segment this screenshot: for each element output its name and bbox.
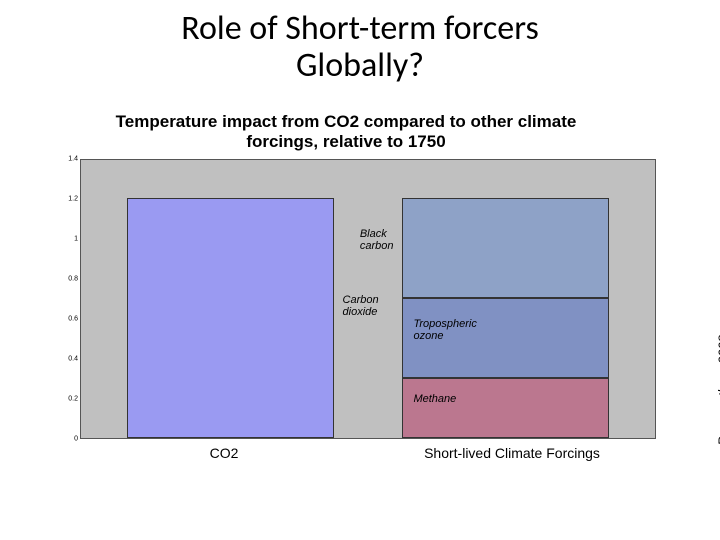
y-tick: 0.8 bbox=[68, 275, 78, 282]
y-tick: 0 bbox=[74, 435, 78, 442]
y-tick: 1.2 bbox=[68, 195, 78, 202]
y-axis-label-column: Temperature in degrees C bbox=[36, 159, 60, 439]
y-axis-ticks: 00.20.40.60.811.21.4 bbox=[60, 159, 80, 439]
y-tick: 0.2 bbox=[68, 395, 78, 402]
segment-label: Methane bbox=[413, 393, 456, 405]
y-tick: 0.4 bbox=[68, 355, 78, 362]
x-axis-categories: CO2 Short-lived Climate Forcings bbox=[80, 445, 656, 461]
segment-label: Troposphericozone bbox=[413, 318, 476, 342]
bar-segment: Carbondioxide bbox=[127, 198, 334, 438]
chart-title-line2: forcings, relative to 1750 bbox=[246, 132, 445, 151]
chart-container: Temperature impact from CO2 compared to … bbox=[36, 112, 656, 492]
chart-title-line1: Temperature impact from CO2 compared to … bbox=[116, 112, 577, 131]
slide-title: Role of Short-term forcers Globally? bbox=[0, 0, 720, 89]
citation-text: Ramanathan, 2008 bbox=[716, 335, 720, 446]
y-tick: 1.4 bbox=[68, 155, 78, 162]
plot-area: Carbondioxide Methane Troposphericozone Bl… bbox=[80, 159, 656, 439]
slide-title-line1: Role of Short-term forcers bbox=[181, 8, 539, 49]
slide-title-line2: Globally? bbox=[296, 45, 424, 86]
y-tick: 0.6 bbox=[68, 315, 78, 322]
bar-segment: Blackcarbon bbox=[402, 198, 609, 298]
segment-label: Blackcarbon bbox=[360, 228, 394, 252]
x-category-slcf: Short-lived Climate Forcings bbox=[368, 445, 656, 461]
bar-segment: Methane bbox=[402, 378, 609, 438]
plot-row: Temperature in degrees C 0 0.2 0.4 0.6 0.8 1 1… bbox=[36, 159, 656, 439]
x-category-co2: CO2 bbox=[80, 445, 368, 461]
chart-title: Temperature impact from CO2 compared to … bbox=[36, 112, 656, 153]
bar-segment: Troposphericozone bbox=[402, 298, 609, 378]
segment-label: Carbondioxide bbox=[343, 294, 379, 318]
y-tick: 1 bbox=[74, 235, 78, 242]
